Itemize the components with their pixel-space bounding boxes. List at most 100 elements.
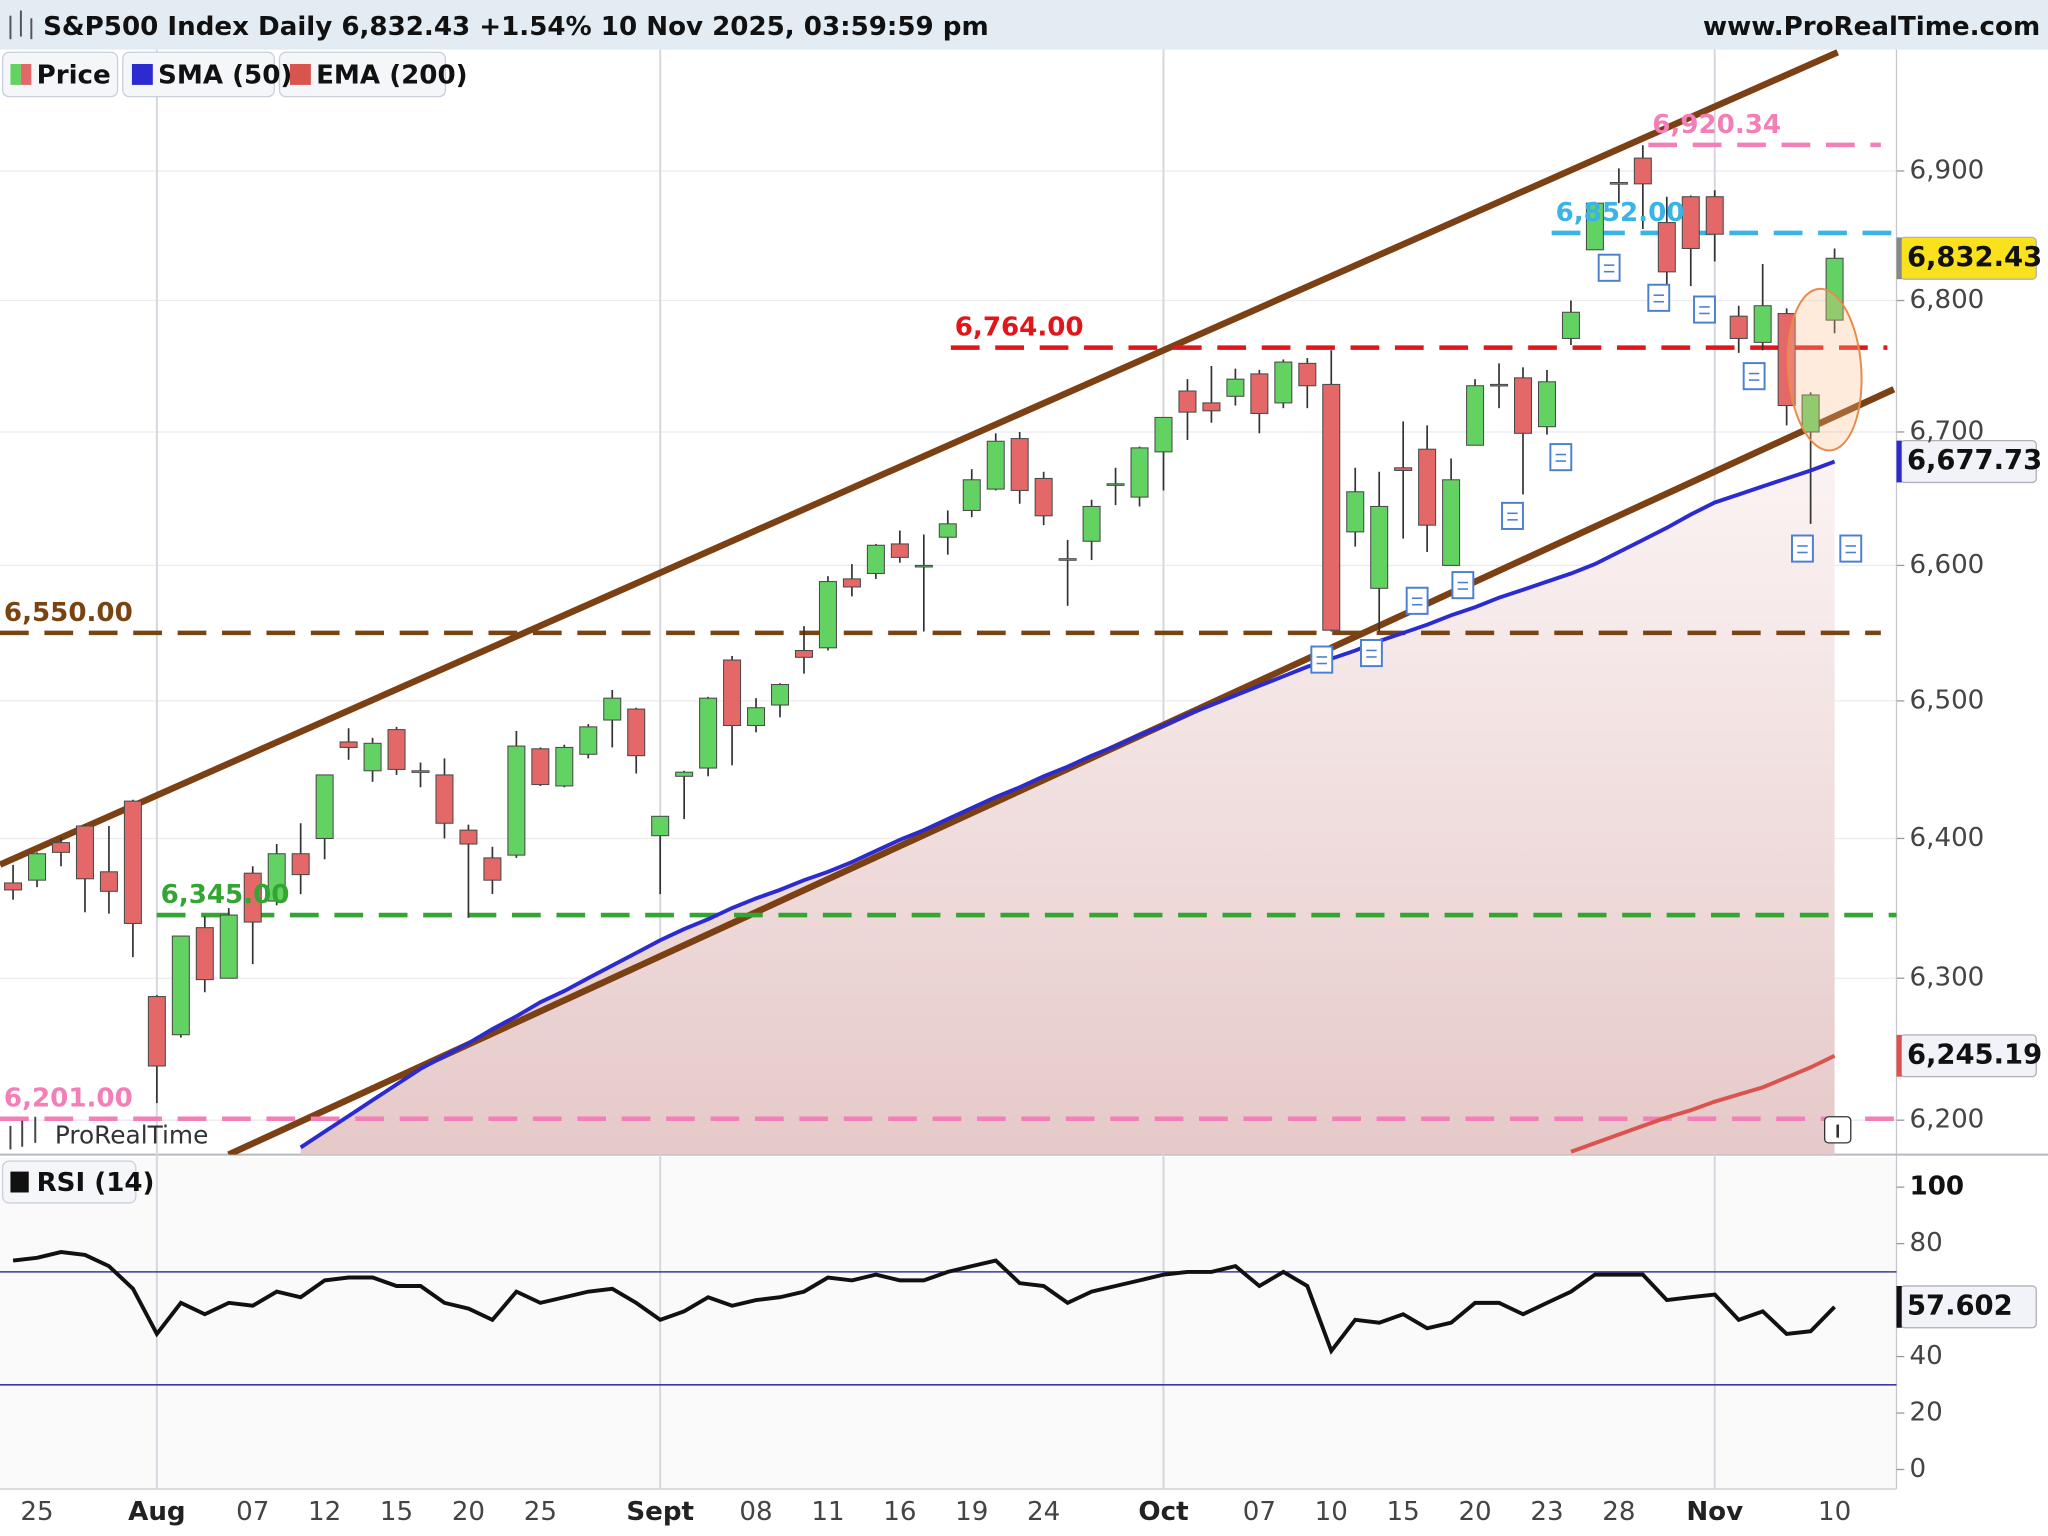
news-icon[interactable] bbox=[1597, 253, 1621, 282]
candle-body bbox=[1106, 483, 1125, 486]
candle-body bbox=[483, 857, 502, 881]
source: www.ProRealTime.com bbox=[1703, 12, 2040, 42]
news-icon[interactable] bbox=[1549, 443, 1573, 472]
candle-body bbox=[195, 927, 214, 981]
x-tick-label: 20 bbox=[1458, 1497, 1491, 1527]
news-icon[interactable] bbox=[1360, 639, 1383, 668]
candle-body bbox=[1537, 381, 1556, 428]
candle-body bbox=[1801, 394, 1820, 433]
legend-swatch bbox=[10, 64, 21, 85]
legend-box[interactable] bbox=[278, 51, 447, 98]
candle-body bbox=[579, 726, 598, 755]
candle-body bbox=[315, 774, 334, 839]
x-tick-label: 15 bbox=[380, 1497, 413, 1527]
candle-body bbox=[771, 684, 790, 706]
candle-body bbox=[1226, 378, 1245, 397]
x-tick-label: 16 bbox=[883, 1497, 916, 1527]
price-plot bbox=[0, 49, 1897, 1155]
legend-box[interactable] bbox=[1, 51, 119, 98]
value-badge-accent bbox=[1896, 1285, 1902, 1328]
candle-body bbox=[1346, 491, 1365, 533]
legend-swatch bbox=[289, 64, 311, 85]
news-icon[interactable] bbox=[1693, 295, 1716, 324]
y-tick-label: 20 bbox=[1910, 1398, 1943, 1428]
candle-body bbox=[123, 800, 142, 924]
news-icon[interactable] bbox=[1839, 534, 1863, 563]
x-tick-label: 08 bbox=[739, 1497, 772, 1527]
news-icon[interactable] bbox=[1742, 362, 1766, 391]
candle-body bbox=[866, 544, 885, 575]
candle-body bbox=[28, 853, 47, 881]
candle-body bbox=[818, 581, 837, 649]
candle-body bbox=[267, 853, 286, 902]
news-icon[interactable] bbox=[1451, 571, 1475, 600]
candle-body bbox=[1058, 558, 1077, 561]
legend-label: SMA (50) bbox=[158, 60, 292, 90]
candle-body bbox=[603, 697, 622, 721]
legend-label: RSI (14) bbox=[37, 1168, 155, 1198]
app-icon bbox=[9, 10, 33, 40]
news-icon[interactable] bbox=[1791, 534, 1814, 563]
level-label: 6,852.00 bbox=[1556, 198, 1685, 228]
candle-body bbox=[555, 746, 574, 787]
legend-box[interactable] bbox=[122, 51, 275, 98]
legend-label: Price bbox=[37, 60, 111, 90]
candle-body bbox=[1657, 222, 1676, 273]
x-tick-label: 12 bbox=[308, 1497, 341, 1527]
x-tick-label: 28 bbox=[1602, 1497, 1635, 1527]
candle-body bbox=[699, 697, 718, 769]
x-tick-label: Nov bbox=[1686, 1497, 1743, 1527]
candle-body bbox=[1681, 196, 1700, 249]
candle-body bbox=[747, 707, 766, 727]
watermark: ProRealTime bbox=[55, 1120, 208, 1149]
candle-body bbox=[435, 774, 454, 824]
candle-body bbox=[1178, 390, 1197, 413]
chart-title: S&P500 Index Daily 6,832.43 +1.54% 10 No… bbox=[43, 12, 989, 42]
news-icon[interactable] bbox=[1405, 586, 1429, 615]
news-icon[interactable] bbox=[1501, 501, 1524, 530]
value-badge-accent bbox=[1896, 237, 1902, 280]
candle-body bbox=[1250, 373, 1269, 414]
x-tick-label: 20 bbox=[452, 1497, 485, 1527]
candle-body bbox=[1753, 305, 1772, 343]
news-icon[interactable] bbox=[1310, 645, 1334, 674]
candle-body bbox=[171, 935, 190, 1036]
x-tick-label: 07 bbox=[1243, 1497, 1276, 1527]
legend-swatch bbox=[10, 1171, 29, 1193]
candle-body bbox=[291, 853, 310, 876]
info-icon[interactable] bbox=[1823, 1116, 1852, 1144]
level-label: 6,920.34 bbox=[1652, 110, 1781, 140]
candle-body bbox=[411, 770, 430, 773]
y-tick-label: 6,300 bbox=[1910, 963, 1985, 993]
legend: Price SMA (50) EMA (200) RSI (14) bbox=[1, 51, 468, 1204]
x-tick-label: 10 bbox=[1818, 1497, 1851, 1527]
legend-label: EMA (200) bbox=[316, 60, 467, 90]
x-tick-label: 25 bbox=[524, 1497, 557, 1527]
channel-upper bbox=[0, 49, 1840, 868]
y-tick-label: 6,500 bbox=[1910, 685, 1985, 715]
candle-body bbox=[1513, 377, 1533, 434]
candle-body bbox=[339, 741, 358, 748]
candle-body bbox=[147, 996, 166, 1067]
top-bar bbox=[0, 0, 2048, 50]
candle-body bbox=[1274, 361, 1293, 404]
legend-swatch bbox=[131, 64, 153, 85]
candle-body bbox=[627, 708, 646, 757]
news-icon[interactable] bbox=[1647, 283, 1671, 312]
value-badge-accent bbox=[1896, 440, 1902, 483]
candle-body bbox=[219, 914, 238, 979]
y-tick-label: 6,700 bbox=[1910, 416, 1985, 446]
candle-body bbox=[1394, 467, 1413, 471]
x-tick-label: 10 bbox=[1315, 1497, 1348, 1527]
candle-body bbox=[1298, 362, 1317, 387]
candle-body bbox=[459, 829, 478, 845]
candle-body bbox=[1082, 505, 1101, 542]
legend-swatch bbox=[20, 64, 32, 85]
candle-body bbox=[1130, 447, 1149, 498]
legend-box[interactable] bbox=[1, 1160, 137, 1204]
value-badge-accent bbox=[1896, 1034, 1902, 1077]
candle-body bbox=[1010, 438, 1029, 491]
candle-body bbox=[1490, 383, 1509, 387]
